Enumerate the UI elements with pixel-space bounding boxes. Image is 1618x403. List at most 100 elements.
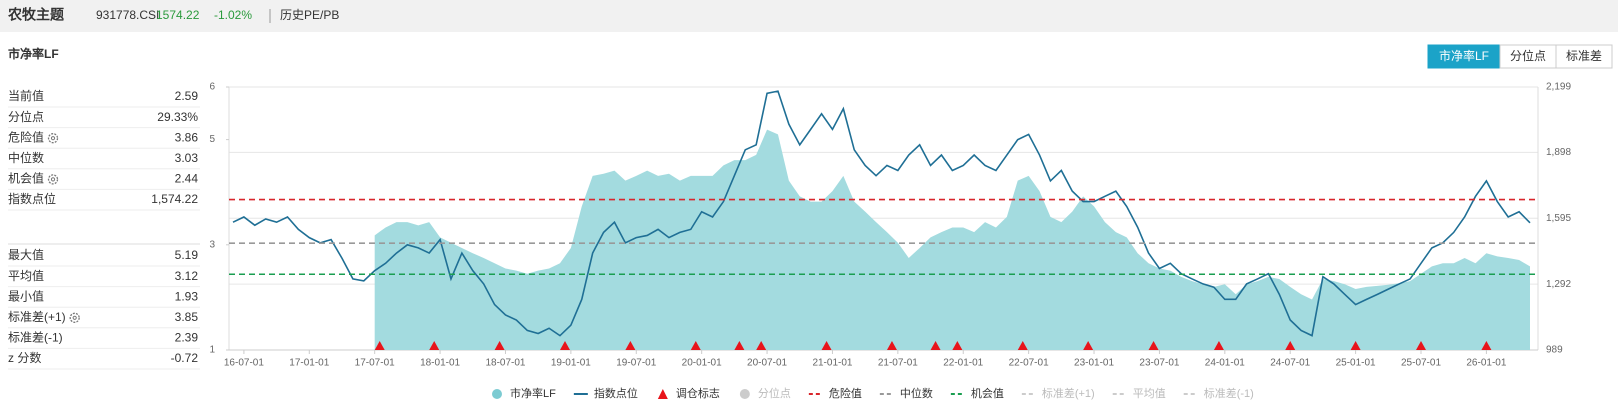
settings-icon[interactable] [47, 174, 59, 185]
x-tick-label: 24-07-01 [1270, 358, 1310, 369]
legend-label[interactable]: 调仓标志 [676, 386, 720, 400]
legend-symbol[interactable] [492, 389, 502, 399]
rebalance-marker [625, 341, 636, 350]
tab-label[interactable]: 标准差 [1566, 49, 1602, 63]
legend-label[interactable]: 中位数 [900, 386, 933, 400]
stat-value: 3.85 [175, 310, 199, 324]
y-tick-label: 5 [209, 134, 215, 145]
x-tick-label: 18-01-01 [420, 358, 460, 369]
legend-label[interactable]: 机会值 [971, 386, 1004, 400]
legend-label[interactable]: 指数点位 [594, 386, 638, 400]
legend-label[interactable]: 标准差(+1) [1042, 386, 1095, 400]
index-change: -1.02% [214, 8, 252, 22]
stat-label: 指数点位 [8, 191, 56, 206]
stat-value: 5.19 [175, 248, 199, 262]
rebalance-marker [886, 341, 897, 350]
index-code: 931778.CSI [96, 8, 159, 22]
x-tick-label: 19-07-01 [616, 358, 656, 369]
rebalance-marker [734, 341, 745, 350]
legend-label[interactable]: 平均值 [1133, 387, 1166, 400]
x-tick-label: 25-07-01 [1401, 358, 1441, 369]
settings-icon-core [50, 177, 56, 182]
rebalance-marker [1285, 341, 1296, 350]
stat-value: 29.33% [157, 110, 198, 124]
rebalance-marker [1148, 341, 1159, 350]
rebalance-marker [1213, 341, 1224, 350]
x-tick-label: 17-01-01 [289, 358, 329, 369]
rebalance-marker [1416, 341, 1427, 350]
x-tick-label: 19-01-01 [551, 358, 591, 369]
legend-label[interactable]: 危险值 [829, 386, 862, 400]
stat-value: 1,574.22 [151, 192, 198, 206]
stat-value: -0.72 [171, 351, 199, 365]
index-line [232, 90, 1531, 337]
index-name: 农牧主题 [7, 7, 65, 23]
stat-label: 分位点 [8, 109, 44, 124]
y2-tick-label: 1,292 [1546, 279, 1571, 290]
rebalance-marker [930, 341, 941, 350]
stat-label: 标准差(-1) [8, 331, 63, 345]
rebalance-marker [1350, 341, 1361, 350]
rebalance-marker [374, 341, 385, 350]
rebalance-marker [494, 341, 505, 350]
legend-symbol[interactable] [657, 389, 668, 399]
panel-title: 市净率LF [8, 46, 59, 61]
x-tick-label: 21-01-01 [812, 358, 852, 369]
stat-label: 中位数 [8, 150, 44, 165]
tab[interactable] [1555, 44, 1613, 69]
x-tick-label: 16-07-01 [224, 358, 264, 369]
stat-value: 2.39 [175, 331, 199, 345]
x-tick-label: 22-01-01 [943, 358, 983, 369]
stat-label: 最大值 [8, 247, 44, 262]
settings-icon-core [50, 136, 56, 141]
tab-label[interactable]: 市净率LF [1439, 48, 1489, 63]
y2-tick-label: 1,898 [1546, 147, 1571, 158]
x-tick-label: 25-01-01 [1336, 358, 1376, 369]
stat-value: 1.93 [175, 289, 199, 303]
stat-value: 3.12 [175, 269, 199, 283]
tab-label[interactable]: 分位点 [1510, 48, 1546, 63]
index-price: 1574.22 [156, 8, 200, 22]
legend-symbol[interactable] [739, 389, 750, 399]
rebalance-marker [1017, 341, 1028, 350]
x-tick-label: 26-01-01 [1466, 358, 1506, 369]
y-tick-label: 1 [209, 345, 215, 356]
rebalance-marker [1481, 341, 1492, 350]
rebalance-marker [821, 341, 832, 350]
stat-label: 标准差(+1) [8, 310, 66, 324]
stat-value: 3.86 [175, 130, 199, 144]
legend-label[interactable]: 标准差(-1) [1204, 386, 1254, 400]
pb-area [374, 129, 1530, 350]
x-tick-label: 23-01-01 [1074, 358, 1114, 369]
stat-label: z 分数 [8, 350, 41, 365]
rebalance-marker [756, 341, 767, 350]
legend-label[interactable]: 市净率LF [510, 386, 556, 400]
y-tick-label: 3 [209, 239, 215, 250]
stat-label: 最小值 [8, 288, 44, 303]
x-tick-label: 20-07-01 [747, 358, 787, 369]
x-tick-label: 21-07-01 [878, 358, 918, 369]
x-tick-label: 23-07-01 [1139, 358, 1179, 369]
settings-icon-core [72, 315, 77, 320]
settings-icon[interactable] [69, 312, 80, 323]
x-tick-label: 24-01-01 [1205, 358, 1245, 369]
y-tick-label: 6 [209, 82, 215, 93]
rebalance-marker [1083, 341, 1094, 350]
x-tick-label: 22-07-01 [1009, 358, 1049, 369]
rebalance-marker [429, 341, 440, 350]
stat-label: 当前值 [8, 88, 44, 103]
stat-label: 机会值 [8, 171, 44, 186]
stat-value: 3.03 [175, 151, 199, 165]
x-tick-label: 20-01-01 [682, 358, 722, 369]
legend-label[interactable]: 分位点 [758, 386, 791, 400]
stat-value: 2.44 [175, 172, 199, 186]
stat-value: 2.59 [175, 89, 199, 103]
settings-icon[interactable] [47, 133, 59, 144]
stat-label: 平均值 [8, 268, 44, 283]
rebalance-marker [690, 341, 701, 350]
stat-label: 危险值 [8, 129, 44, 144]
header-tab[interactable]: 历史PE/PB [280, 8, 339, 22]
rebalance-marker [559, 341, 570, 350]
x-tick-label: 17-07-01 [355, 358, 395, 369]
